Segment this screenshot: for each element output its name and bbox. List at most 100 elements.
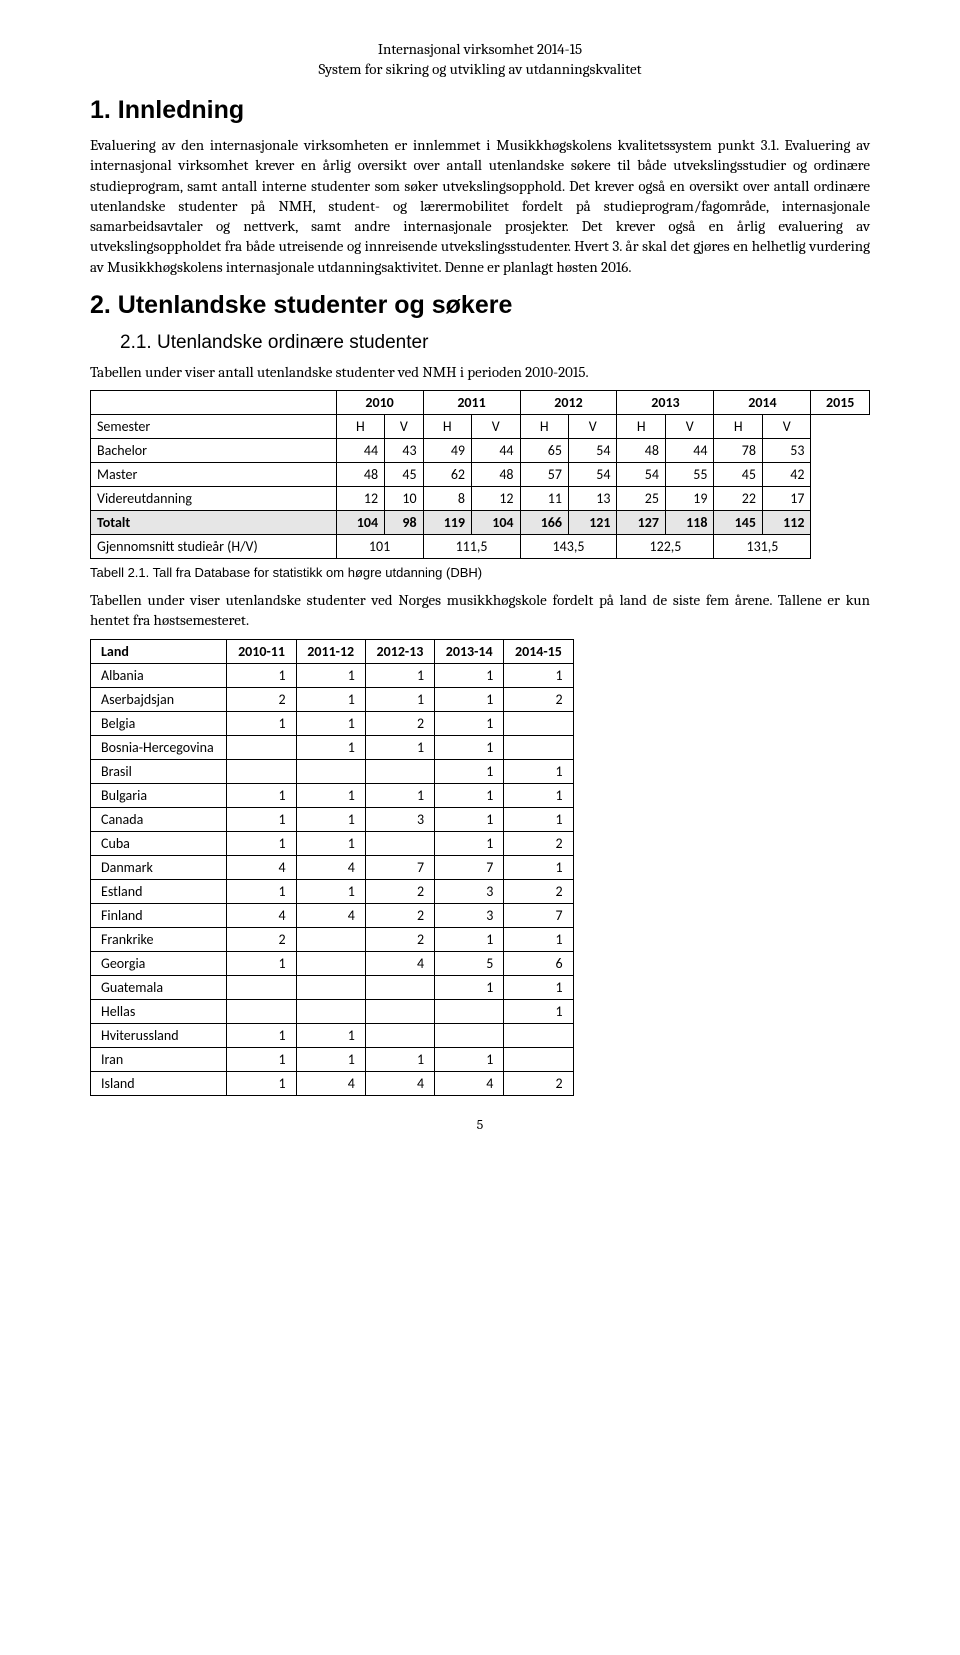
value-cell: 4 [227,903,296,927]
value-cell: 1 [365,687,434,711]
data-cell: 25 [617,487,665,511]
row-label: Bachelor [91,439,337,463]
value-cell [227,735,296,759]
country-cell: Belgia [91,711,227,735]
subsection-intro: Tabellen under viser antall utenlandske … [90,362,870,382]
semester-cell: H [714,415,762,439]
subsection-2-1-title: 2.1. Utenlandske ordinære studenter [120,332,870,354]
avg-cell: 131,5 [714,535,811,559]
avg-cell: 101 [336,535,423,559]
data-cell: 53 [762,439,810,463]
data-cell: 48 [336,463,384,487]
country-cell: Island [91,1071,227,1095]
value-cell: 1 [296,711,365,735]
country-cell: Frankrike [91,927,227,951]
value-cell [435,999,504,1023]
section-1-title: 1. Innledning [90,96,870,125]
year-col-header: 2010-11 [227,639,296,663]
value-cell: 1 [227,783,296,807]
value-cell: 1 [227,831,296,855]
value-cell [504,1023,573,1047]
value-cell: 1 [227,951,296,975]
data-cell: 44 [665,439,713,463]
total-cell: 104 [336,511,384,535]
total-cell: 121 [569,511,617,535]
value-cell: 4 [435,1071,504,1095]
value-cell: 2 [227,687,296,711]
semester-cell: H [617,415,665,439]
country-cell: Hviterussland [91,1023,227,1047]
data-cell: 12 [336,487,384,511]
value-cell: 1 [296,1047,365,1071]
value-cell: 7 [365,855,434,879]
value-cell: 1 [296,735,365,759]
value-cell: 7 [435,855,504,879]
year-header: 2010 [336,391,423,415]
country-cell: Danmark [91,855,227,879]
semester-cell: V [569,415,617,439]
semester-cell: V [472,415,520,439]
value-cell: 2 [504,1071,573,1095]
semester-cell: V [665,415,713,439]
section-2-title: 2. Utenlandske studenter og søkere [90,291,870,320]
semester-label: Semester [91,415,337,439]
country-cell: Cuba [91,831,227,855]
value-cell: 1 [365,783,434,807]
value-cell: 1 [504,975,573,999]
value-cell: 2 [365,879,434,903]
table-1-caption: Tabell 2.1. Tall fra Database for statis… [90,565,870,580]
value-cell: 1 [504,999,573,1023]
value-cell: 4 [296,1071,365,1095]
value-cell [435,1023,504,1047]
data-cell: 57 [520,463,568,487]
avg-cell: 111,5 [423,535,520,559]
value-cell: 1 [227,807,296,831]
value-cell: 1 [435,663,504,687]
value-cell: 5 [435,951,504,975]
value-cell: 1 [504,927,573,951]
data-cell: 45 [714,463,762,487]
total-cell: 145 [714,511,762,535]
value-cell: 1 [296,831,365,855]
value-cell [227,999,296,1023]
value-cell: 1 [435,711,504,735]
data-cell: 22 [714,487,762,511]
value-cell [365,975,434,999]
country-cell: Finland [91,903,227,927]
value-cell: 3 [435,879,504,903]
value-cell: 1 [504,807,573,831]
value-cell: 2 [504,879,573,903]
data-cell: 44 [336,439,384,463]
year-header: 2014 [714,391,811,415]
semester-cell: V [762,415,810,439]
value-cell [296,927,365,951]
data-cell: 54 [569,439,617,463]
data-cell: 62 [423,463,471,487]
year-header: 2011 [423,391,520,415]
value-cell: 1 [296,807,365,831]
value-cell: 3 [365,807,434,831]
data-cell: 13 [569,487,617,511]
value-cell: 3 [435,903,504,927]
avg-cell: 143,5 [520,535,617,559]
value-cell: 1 [435,759,504,783]
data-cell: 12 [472,487,520,511]
data-cell: 43 [385,439,423,463]
country-cell: Guatemala [91,975,227,999]
country-cell: Iran [91,1047,227,1071]
data-cell: 49 [423,439,471,463]
value-cell: 1 [435,807,504,831]
value-cell [296,951,365,975]
value-cell: 2 [504,831,573,855]
data-cell: 45 [385,463,423,487]
value-cell: 1 [227,663,296,687]
semester-cell: H [336,415,384,439]
value-cell [504,735,573,759]
total-cell: 166 [520,511,568,535]
value-cell [296,999,365,1023]
data-cell: 54 [617,463,665,487]
value-cell: 4 [296,903,365,927]
value-cell [365,759,434,783]
value-cell: 1 [227,1047,296,1071]
data-cell: 54 [569,463,617,487]
